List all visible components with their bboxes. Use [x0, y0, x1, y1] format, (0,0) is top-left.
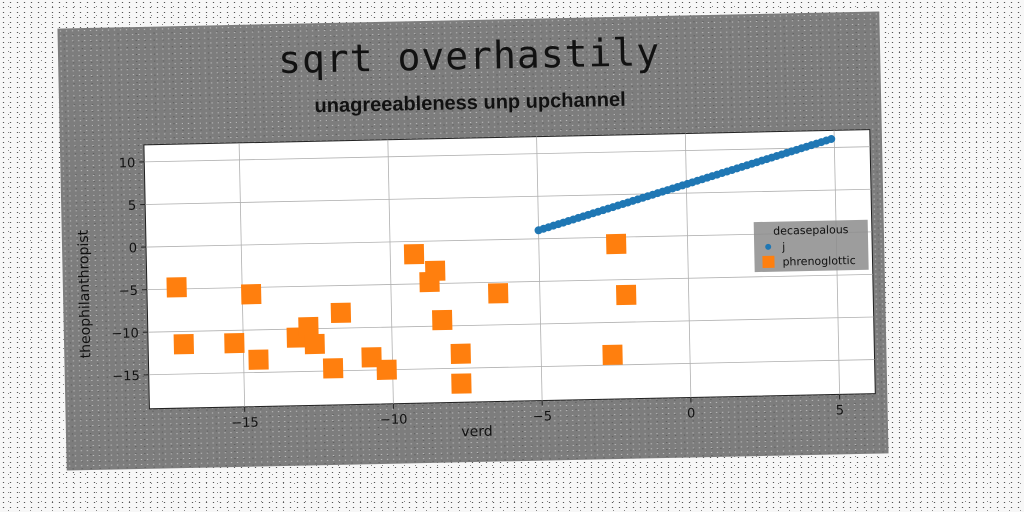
y-tick-label: 10: [119, 156, 136, 171]
x-gridline: [238, 142, 246, 407]
data-point-phrenoglottic: [615, 284, 637, 306]
data-point-phrenoglottic: [248, 349, 269, 370]
chart-figure: sqrt overhastily unagreeableness unp upc…: [57, 11, 889, 471]
x-tick-label: 5: [836, 403, 845, 418]
legend-label-j: j: [782, 239, 786, 254]
legend: decasepalous j phrenoglottic: [753, 219, 869, 273]
data-point-phrenoglottic: [602, 344, 623, 366]
data-point-phrenoglottic: [304, 333, 325, 355]
y-tick-label: 5: [128, 199, 137, 214]
data-point-phrenoglottic: [606, 233, 627, 255]
y-gridline: [146, 274, 873, 291]
data-point-phrenoglottic: [298, 316, 319, 338]
y-gridline: [145, 188, 872, 205]
legend-label-phrenoglottic: phrenoglottic: [782, 253, 856, 269]
y-gridline: [146, 231, 872, 248]
data-point-phrenoglottic: [425, 260, 446, 282]
legend-marker-j: [765, 243, 772, 250]
y-gridline: [147, 316, 874, 333]
data-point-phrenoglottic: [224, 332, 245, 354]
data-point-phrenoglottic: [322, 358, 344, 379]
y-tick-label: −5: [119, 284, 138, 299]
legend-item-j: j: [762, 239, 785, 253]
data-point-phrenoglottic: [451, 373, 472, 394]
x-tick-label: −15: [231, 416, 259, 432]
x-gridline: [536, 136, 543, 401]
data-point-phrenoglottic: [376, 359, 397, 380]
y-tick-label: −15: [112, 369, 140, 385]
data-point-phrenoglottic: [487, 283, 509, 304]
data-point-phrenoglottic: [330, 302, 352, 324]
x-gridline: [684, 133, 692, 398]
data-point-phrenoglottic: [166, 277, 187, 298]
legend-title: decasepalous: [773, 223, 849, 238]
x-tick-label: −10: [380, 412, 408, 428]
data-point-phrenoglottic: [173, 334, 195, 355]
legend-marker-phrenoglottic: [762, 255, 775, 268]
data-point-phrenoglottic: [450, 343, 471, 364]
data-point-phrenoglottic: [240, 284, 262, 305]
data-point-phrenoglottic: [403, 243, 425, 265]
y-tick-label: −10: [111, 326, 139, 342]
y-gridline: [144, 146, 871, 163]
data-point-phrenoglottic: [432, 309, 453, 331]
plot-area: −15 −10 −5 0 5 −15 −10 −5 0 5 10: [111, 129, 876, 432]
data-point-j: [827, 134, 836, 143]
x-tick-label: 0: [687, 406, 696, 421]
x-tick-label: −5: [533, 409, 552, 424]
y-tick-label: 0: [129, 241, 138, 256]
plot-background: [143, 129, 876, 410]
y-gridline: [148, 359, 875, 376]
legend-item-phrenoglottic: phrenoglottic: [762, 253, 856, 269]
